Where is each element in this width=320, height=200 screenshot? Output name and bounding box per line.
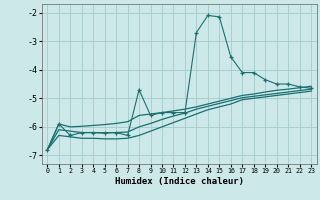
X-axis label: Humidex (Indice chaleur): Humidex (Indice chaleur) xyxy=(115,177,244,186)
